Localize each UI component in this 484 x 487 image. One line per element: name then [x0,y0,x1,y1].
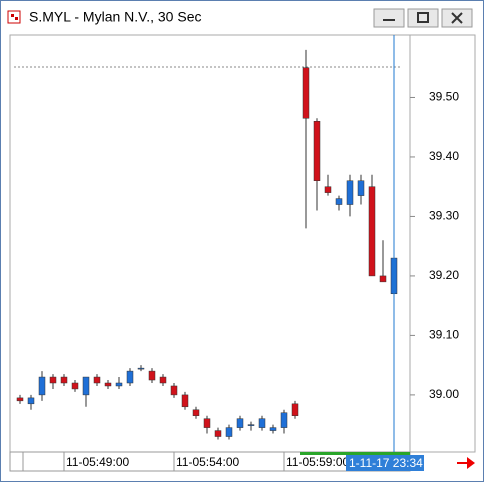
cursor-label-box [346,455,424,471]
candle-body [269,427,277,431]
candle-body [115,382,123,387]
candle-body [302,67,310,119]
candle-body [137,367,145,370]
candle-body [324,186,332,193]
candle-body [368,186,376,277]
candle-body [379,275,387,283]
window-title: S.MYL - Mylan N.V., 30 Sec [29,9,201,25]
candle-body [38,376,46,396]
candle-body [148,370,156,381]
candle-body [346,180,354,205]
maximize-glyph [417,12,429,23]
minimize-button[interactable] [373,8,405,28]
candle-body [258,418,266,428]
app-icon-dot [11,14,14,17]
y-tick-label: 39.30 [429,209,459,223]
x-tick-label: 11-05:49:00 [66,455,129,469]
x-tick-label: 11-05:59:00 [286,455,349,469]
candle-body [126,370,134,384]
x-tick-label: 11-05:54:00 [176,455,239,469]
candle-body [335,198,343,205]
y-tick-label: 39.50 [429,90,459,104]
candle-body [159,376,167,384]
candle-body [313,121,321,181]
candle-body [247,424,255,426]
scroll-right-arrow[interactable] [457,457,475,469]
candle-body [291,403,299,416]
y-tick-label: 39.20 [429,268,459,282]
candle-body [181,394,189,408]
y-tick-label: 39.10 [429,328,459,342]
candle-body [357,180,365,196]
candle-body [225,427,233,437]
candle-body [236,418,244,428]
candle-body [93,376,101,384]
candle-body [203,418,211,428]
candle-body [192,409,200,416]
candle-body [104,382,112,387]
candle-body [27,397,35,405]
close-glyph [451,12,463,24]
candle-body [214,430,222,437]
y-tick-label: 39.40 [429,149,459,163]
y-tick-label: 39.00 [429,387,459,401]
cursor-label: 1-11-17 23:34:00 [349,456,440,470]
plot-area [9,34,476,453]
candle-body [49,376,57,384]
candle-body [60,376,68,384]
candle-body [170,385,178,396]
candle-body [16,397,24,402]
time-axis-marker [300,452,410,455]
maximize-button[interactable] [407,8,439,28]
candle-body [71,382,79,390]
app-icon-dot [15,17,18,20]
candle-body [82,376,90,396]
candle-body [280,412,288,428]
scroll-box[interactable] [9,451,24,472]
